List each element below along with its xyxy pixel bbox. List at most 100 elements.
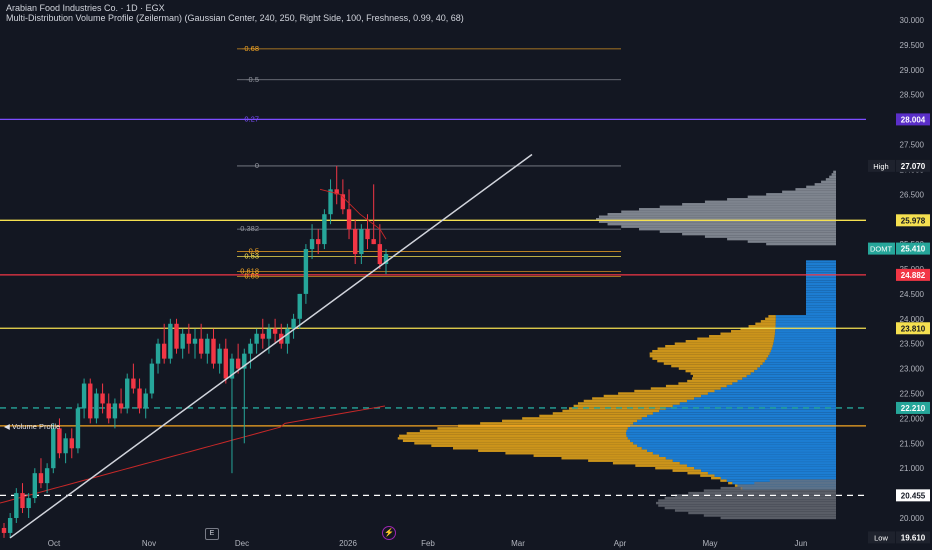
y-tick-label: 20.000 xyxy=(900,514,925,523)
profile-bar-blue xyxy=(773,340,836,343)
profile-bar-gray xyxy=(831,173,836,176)
candle-body xyxy=(217,348,222,364)
profile-bar-blue xyxy=(806,287,836,291)
price-tag-bg xyxy=(896,401,930,414)
profile-bar-gold xyxy=(437,427,628,430)
price-tag-value: 28.004 xyxy=(901,115,926,124)
candle-body xyxy=(137,388,142,409)
profile-bar-blue xyxy=(806,292,836,296)
profile-bar-blue xyxy=(806,270,836,273)
candle-body xyxy=(291,318,296,329)
price-tag-bg xyxy=(896,242,930,255)
lightning-icon[interactable]: ⚡ xyxy=(382,526,396,540)
profile-bar-gray xyxy=(664,496,836,500)
profile-bar-gray xyxy=(769,479,836,482)
profile-bar-gray xyxy=(727,198,836,201)
x-tick-label: Mar xyxy=(511,539,525,548)
profile-bar-blue xyxy=(633,442,836,445)
y-tick-label: 29.500 xyxy=(900,41,925,50)
profile-bar-blue xyxy=(774,335,836,338)
profile-bar-gray xyxy=(727,237,836,241)
profile-bar-blue xyxy=(665,457,836,460)
candle-body xyxy=(198,338,204,354)
profile-bar-gold xyxy=(649,354,769,358)
profile-bar-blue xyxy=(627,437,836,440)
candle-body xyxy=(112,403,118,419)
profile-bar-gray xyxy=(639,227,836,231)
candle-body xyxy=(297,293,302,319)
axis-control-button[interactable]: E xyxy=(205,528,219,540)
candle-body xyxy=(20,493,25,509)
profile-bar-gray xyxy=(754,481,836,485)
profile-bar-blue xyxy=(714,474,836,477)
profile-bar-gold xyxy=(700,474,715,477)
price-tag-bg xyxy=(896,531,930,544)
profile-bar-gold xyxy=(397,437,628,440)
candle-body xyxy=(131,378,136,389)
x-tick-label: Apr xyxy=(614,539,627,548)
y-tick-label: 24.000 xyxy=(900,315,925,324)
profile-bar-gold xyxy=(697,337,775,340)
price-tag-value: 20.455 xyxy=(901,491,926,500)
candle-body xyxy=(44,468,50,484)
profile-bar-blue xyxy=(770,349,836,353)
profile-bar-blue xyxy=(806,310,836,313)
profile-bar-blue xyxy=(626,429,836,433)
profile-bar-blue xyxy=(773,342,836,345)
profile-bar-gray xyxy=(795,188,836,191)
profile-bar-blue xyxy=(714,389,836,393)
candle-body xyxy=(118,403,124,409)
profile-bar-blue xyxy=(626,432,836,435)
profile-bar-gold xyxy=(652,349,771,353)
profile-bar-gray xyxy=(825,178,836,181)
profile-bar-blue xyxy=(806,260,836,263)
candle-body xyxy=(229,358,235,379)
profile-bar-blue xyxy=(686,464,836,467)
profile-bar-gray xyxy=(833,170,836,174)
profile-bar-gold xyxy=(539,414,648,418)
profile-bar-gold xyxy=(692,377,743,380)
profile-bar-blue xyxy=(652,452,836,455)
profile-bar-gold xyxy=(663,362,763,365)
price-tag-value: 24.882 xyxy=(901,271,926,280)
y-tick-label: 29.000 xyxy=(900,66,925,75)
profile-bar-gray xyxy=(596,218,836,221)
profile-bar-gold xyxy=(685,369,755,373)
fib-label: -0.5 xyxy=(246,75,259,84)
profile-bar-gray xyxy=(703,489,836,492)
profile-bar-gray xyxy=(658,504,836,507)
profile-bar-blue xyxy=(760,364,836,368)
profile-bar-gold xyxy=(419,429,627,433)
profile-bar-gold xyxy=(414,442,634,445)
profile-bar-blue xyxy=(707,471,836,475)
price-tag-value: 25.978 xyxy=(901,216,926,225)
candle-body xyxy=(352,229,358,255)
y-tick-label: 28.500 xyxy=(900,91,925,100)
price-tag-label-bg xyxy=(868,242,895,255)
profile-bar-gray xyxy=(703,514,836,517)
candle-body xyxy=(340,194,346,210)
y-tick-label: 24.500 xyxy=(900,290,925,299)
profile-bar-blue xyxy=(637,419,836,423)
price-tag-bg xyxy=(896,159,930,172)
profile-bar-gold xyxy=(765,317,776,320)
fib-label: 0.65 xyxy=(244,271,259,280)
price-tag-value: 27.070 xyxy=(901,162,926,171)
candle-body xyxy=(155,343,161,364)
candle-body xyxy=(211,338,216,364)
profile-bar-gold xyxy=(533,454,660,457)
profile-bar-gold xyxy=(690,372,751,375)
volume-profile-label-text: Volume Profile xyxy=(11,422,61,431)
profile-bar-gold xyxy=(577,402,680,405)
profile-bar-blue xyxy=(775,320,836,323)
profile-bar-gold xyxy=(573,404,673,408)
fib-label: 0.5 xyxy=(249,247,259,256)
fib-label: -0.68 xyxy=(242,44,259,53)
profile-bar-blue xyxy=(775,315,836,318)
profile-bar-gold xyxy=(406,432,626,435)
profile-bar-blue xyxy=(647,414,836,418)
candle-body xyxy=(266,328,272,339)
x-tick-label: Jun xyxy=(795,539,808,548)
candle-body xyxy=(365,229,370,240)
